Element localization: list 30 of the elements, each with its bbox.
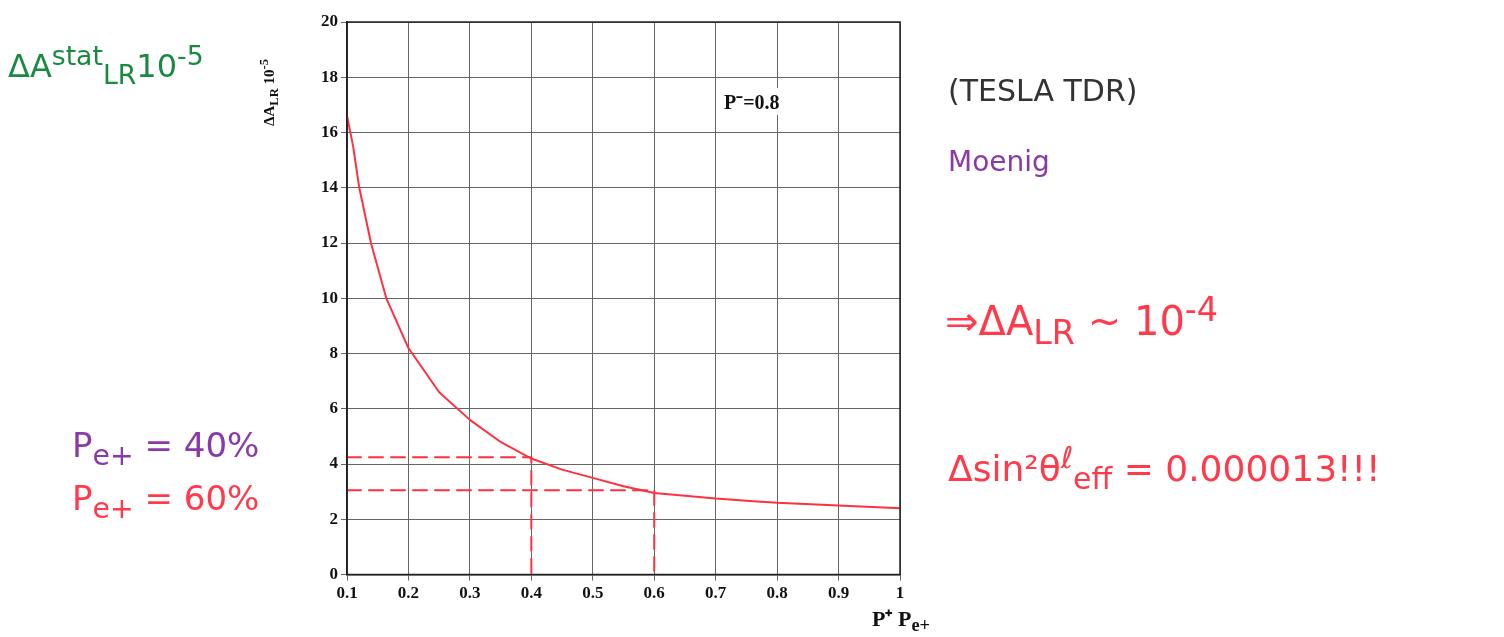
x-tick-label: 0.5 — [582, 583, 604, 603]
text: ΔA$^{stat}$$_{LR}$10$^{-5}$ — [8, 40, 204, 91]
x-tick-label: 0.7 — [705, 583, 727, 603]
y-tick-label: 10 — [321, 287, 338, 307]
y-tick-label: 14 — [321, 177, 339, 197]
x-axis-title: P⁺ P$_{e+}$ — [872, 605, 930, 637]
text: ⇒ΔA$_{LR}$ ~ 10$^{-4}$ — [945, 290, 1219, 353]
y-tick-label: 20 — [321, 11, 338, 31]
y-tick-label: 12 — [321, 232, 338, 252]
x-tick-label: 0.8 — [766, 583, 788, 603]
text: P$_{e+}$ = 60% — [72, 478, 260, 525]
text: P$_{e+}$ = 40% — [72, 425, 260, 472]
text: (TESLA TDR) — [948, 73, 1138, 108]
y-tick-label: 0 — [329, 563, 338, 583]
x-tick-label: 0.6 — [643, 583, 665, 603]
y-tick-label: 4 — [329, 453, 339, 473]
x-tick-label: 0.9 — [827, 583, 850, 603]
x-tick-label: 0.4 — [520, 583, 543, 603]
annotation: P⁻=0.8 — [724, 88, 780, 115]
x-tick-label: 0.2 — [397, 583, 420, 603]
y-tick-label: 8 — [329, 342, 338, 362]
text: Moenig — [948, 145, 1050, 178]
x-tick-label: 0.3 — [459, 583, 481, 603]
x-tick-label: 1 — [895, 583, 905, 603]
text: Δsin²θ$^{ℓ}$$_{eff}$ = 0.000013!!! — [948, 440, 1381, 497]
y-tick-label: 2 — [329, 508, 338, 528]
x-tick-label: 0.1 — [336, 583, 358, 603]
y-tick-label: 6 — [329, 398, 338, 418]
y-tick-label: 16 — [321, 121, 338, 141]
y-tick-label: 18 — [321, 66, 338, 86]
